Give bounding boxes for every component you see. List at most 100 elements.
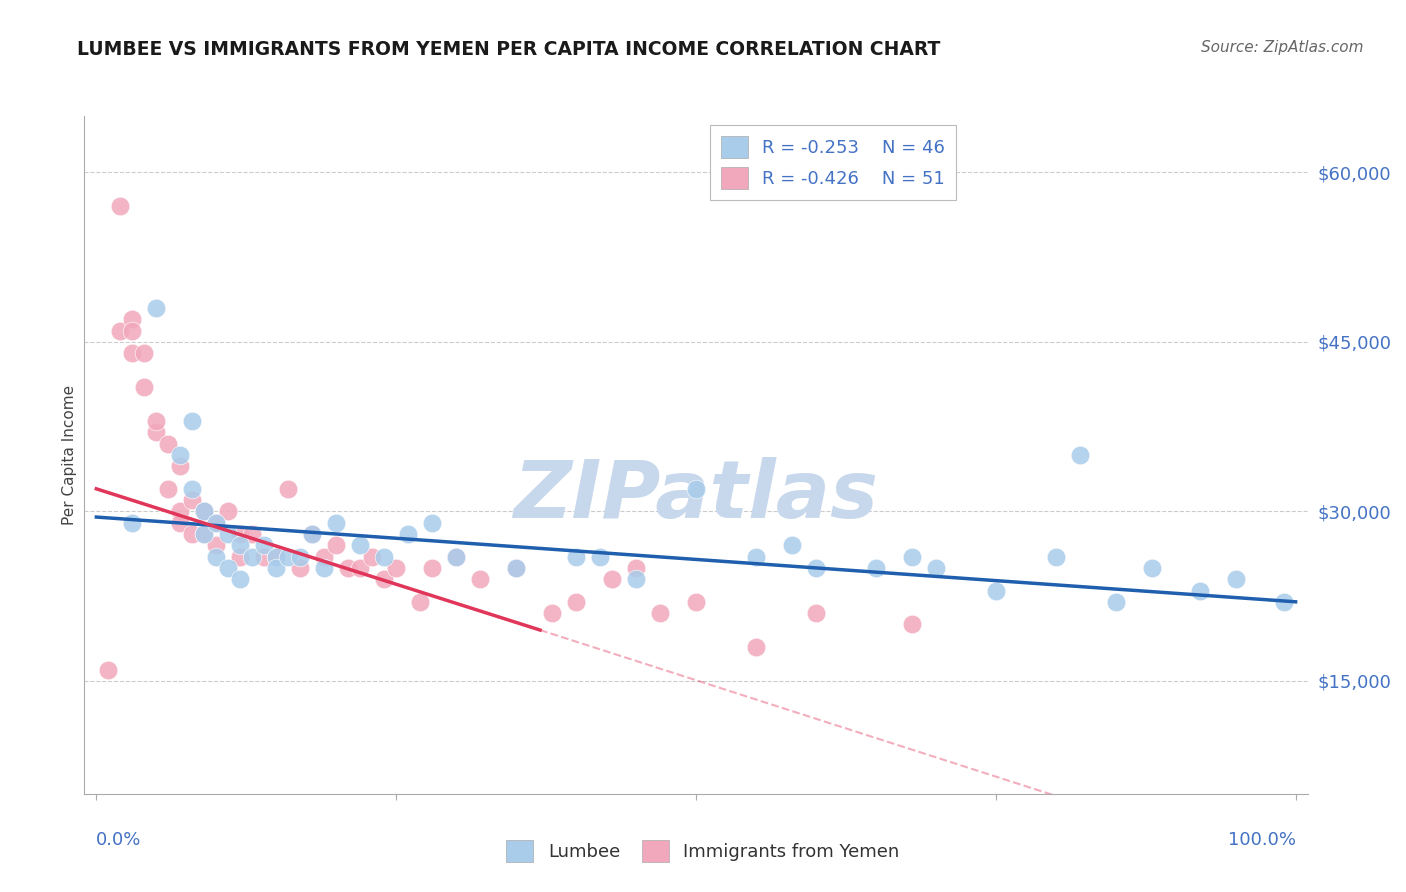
Point — [1188, 583, 1211, 598]
Text: 100.0%: 100.0% — [1227, 830, 1295, 848]
Text: Source: ZipAtlas.com: Source: ZipAtlas.com — [1201, 40, 1364, 55]
Point — [134, 380, 156, 394]
Point — [444, 549, 467, 564]
Point — [145, 425, 167, 440]
Point — [373, 572, 395, 586]
Point — [240, 527, 263, 541]
Point — [181, 414, 204, 428]
Point — [277, 482, 299, 496]
Point — [264, 561, 287, 575]
Point — [205, 516, 228, 530]
Point — [229, 572, 252, 586]
Point — [145, 414, 167, 428]
Point — [169, 459, 191, 474]
Point — [925, 561, 948, 575]
Point — [229, 538, 252, 552]
Point — [121, 346, 143, 360]
Point — [565, 595, 588, 609]
Point — [110, 199, 132, 213]
Point — [901, 617, 924, 632]
Point — [589, 549, 612, 564]
Point — [290, 549, 312, 564]
Point — [685, 482, 707, 496]
Point — [361, 549, 384, 564]
Point — [217, 504, 239, 518]
Point — [314, 549, 336, 564]
Point — [541, 606, 564, 620]
Point — [804, 606, 827, 620]
Point — [205, 516, 228, 530]
Point — [409, 595, 432, 609]
Y-axis label: Per Capita Income: Per Capita Income — [62, 384, 77, 525]
Point — [349, 561, 371, 575]
Point — [420, 561, 443, 575]
Point — [420, 516, 443, 530]
Point — [1272, 595, 1295, 609]
Point — [264, 549, 287, 564]
Point — [193, 527, 215, 541]
Point — [181, 482, 204, 496]
Point — [193, 504, 215, 518]
Point — [169, 504, 191, 518]
Point — [745, 549, 768, 564]
Point — [169, 448, 191, 462]
Point — [396, 527, 419, 541]
Point — [110, 324, 132, 338]
Point — [121, 312, 143, 326]
Point — [205, 538, 228, 552]
Point — [901, 549, 924, 564]
Point — [780, 538, 803, 552]
Point — [229, 527, 252, 541]
Point — [193, 527, 215, 541]
Point — [301, 527, 323, 541]
Point — [685, 595, 707, 609]
Text: 0.0%: 0.0% — [97, 830, 142, 848]
Point — [865, 561, 887, 575]
Point — [444, 549, 467, 564]
Point — [1069, 448, 1091, 462]
Point — [181, 527, 204, 541]
Point — [804, 561, 827, 575]
Point — [745, 640, 768, 654]
Point — [349, 538, 371, 552]
Point — [217, 561, 239, 575]
Point — [385, 561, 408, 575]
Point — [600, 572, 623, 586]
Point — [1045, 549, 1067, 564]
Text: ZIPatlas: ZIPatlas — [513, 457, 879, 534]
Point — [325, 538, 347, 552]
Point — [97, 663, 120, 677]
Point — [253, 538, 276, 552]
Point — [277, 549, 299, 564]
Point — [121, 516, 143, 530]
Point — [648, 606, 671, 620]
Point — [240, 549, 263, 564]
Point — [290, 561, 312, 575]
Point — [314, 561, 336, 575]
Point — [1225, 572, 1247, 586]
Point — [229, 549, 252, 564]
Point — [984, 583, 1007, 598]
Legend: R = -0.253    N = 46, R = -0.426    N = 51: R = -0.253 N = 46, R = -0.426 N = 51 — [710, 125, 956, 200]
Point — [624, 572, 647, 586]
Legend: Lumbee, Immigrants from Yemen: Lumbee, Immigrants from Yemen — [499, 833, 907, 870]
Point — [181, 493, 204, 508]
Point — [565, 549, 588, 564]
Point — [205, 549, 228, 564]
Text: LUMBEE VS IMMIGRANTS FROM YEMEN PER CAPITA INCOME CORRELATION CHART: LUMBEE VS IMMIGRANTS FROM YEMEN PER CAPI… — [77, 40, 941, 59]
Point — [1105, 595, 1128, 609]
Point — [193, 504, 215, 518]
Point — [169, 516, 191, 530]
Point — [121, 324, 143, 338]
Point — [145, 301, 167, 315]
Point — [264, 549, 287, 564]
Point — [1140, 561, 1163, 575]
Point — [157, 436, 180, 450]
Point — [337, 561, 360, 575]
Point — [505, 561, 527, 575]
Point — [505, 561, 527, 575]
Point — [301, 527, 323, 541]
Point — [253, 549, 276, 564]
Point — [468, 572, 491, 586]
Point — [134, 346, 156, 360]
